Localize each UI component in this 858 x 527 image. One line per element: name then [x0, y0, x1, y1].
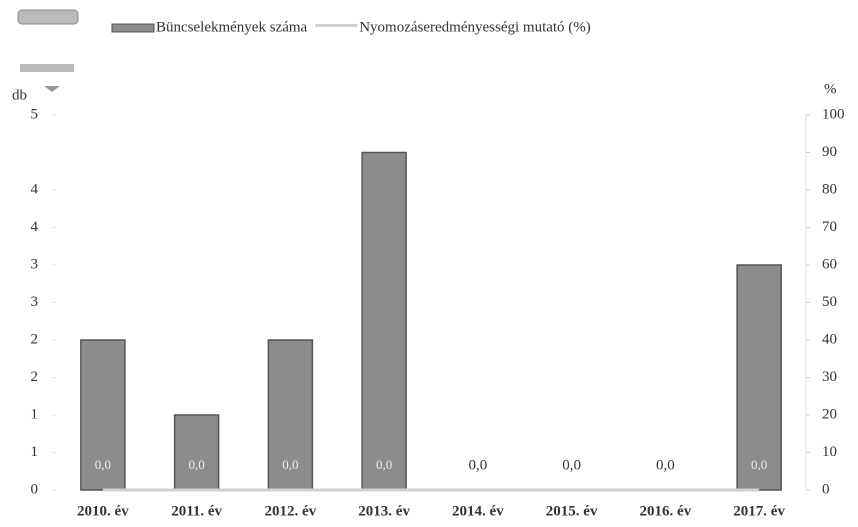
x-tick-label: 2012. év [265, 503, 317, 519]
x-tick-label: 2010. év [77, 503, 129, 519]
y-tick-label: 1 [31, 444, 39, 460]
bar [361, 151, 407, 491]
y2-tick-label: 90 [822, 144, 837, 160]
y2-tick-label: 30 [822, 369, 837, 385]
data-label: 0,0 [469, 457, 488, 473]
legend-label: Nyomozáseredményességi mutató (%) [359, 19, 591, 35]
bar [736, 264, 782, 491]
data-label: 0,0 [282, 457, 298, 472]
x-tick-label: 2015. év [546, 503, 598, 519]
y2-tick-label: 80 [822, 181, 837, 197]
data-label: 0,0 [751, 457, 767, 472]
y-tick-label: 0 [31, 481, 39, 497]
y-tick-label: 5 [31, 106, 39, 122]
y-tick-label: 3 [31, 294, 39, 310]
y2-axis-label: % [824, 81, 837, 97]
y2-tick-label: 10 [822, 444, 837, 460]
data-label: 0,0 [562, 457, 581, 473]
y-tick-label: 4 [31, 219, 39, 235]
legend-swatch [111, 23, 155, 33]
y2-tick-label: 0 [822, 481, 830, 497]
y2-tick-label: 100 [822, 106, 845, 122]
decoration-icon [17, 9, 79, 92]
x-tick-label: 2011. év [171, 503, 222, 519]
data-label: 0,0 [376, 457, 392, 472]
legend-swatch [315, 24, 358, 27]
y-tick-label: 4 [31, 181, 39, 197]
data-label: 0,0 [95, 457, 111, 472]
y2-tick-label: 50 [822, 294, 837, 310]
x-tick-label: 2017. év [733, 503, 785, 519]
y2-tick-label: 60 [822, 256, 837, 272]
y-tick-label: 3 [31, 256, 39, 272]
data-label: 0,0 [189, 457, 205, 472]
x-tick-label: 2013. év [358, 503, 410, 519]
x-tick-label: 2016. év [640, 503, 692, 519]
data-label: 0,0 [656, 457, 675, 473]
y-axis-label: db [12, 87, 27, 103]
y-tick-label: 2 [31, 369, 39, 385]
y2-tick-label: 40 [822, 331, 837, 347]
y-tick-label: 2 [31, 331, 39, 347]
y-tick-label: 1 [31, 406, 39, 422]
x-tick-label: 2014. év [452, 503, 504, 519]
y2-tick-label: 20 [822, 406, 837, 422]
legend-label: Büncselekmények száma [156, 19, 308, 35]
y2-tick-label: 70 [822, 219, 837, 235]
bar [173, 414, 220, 491]
